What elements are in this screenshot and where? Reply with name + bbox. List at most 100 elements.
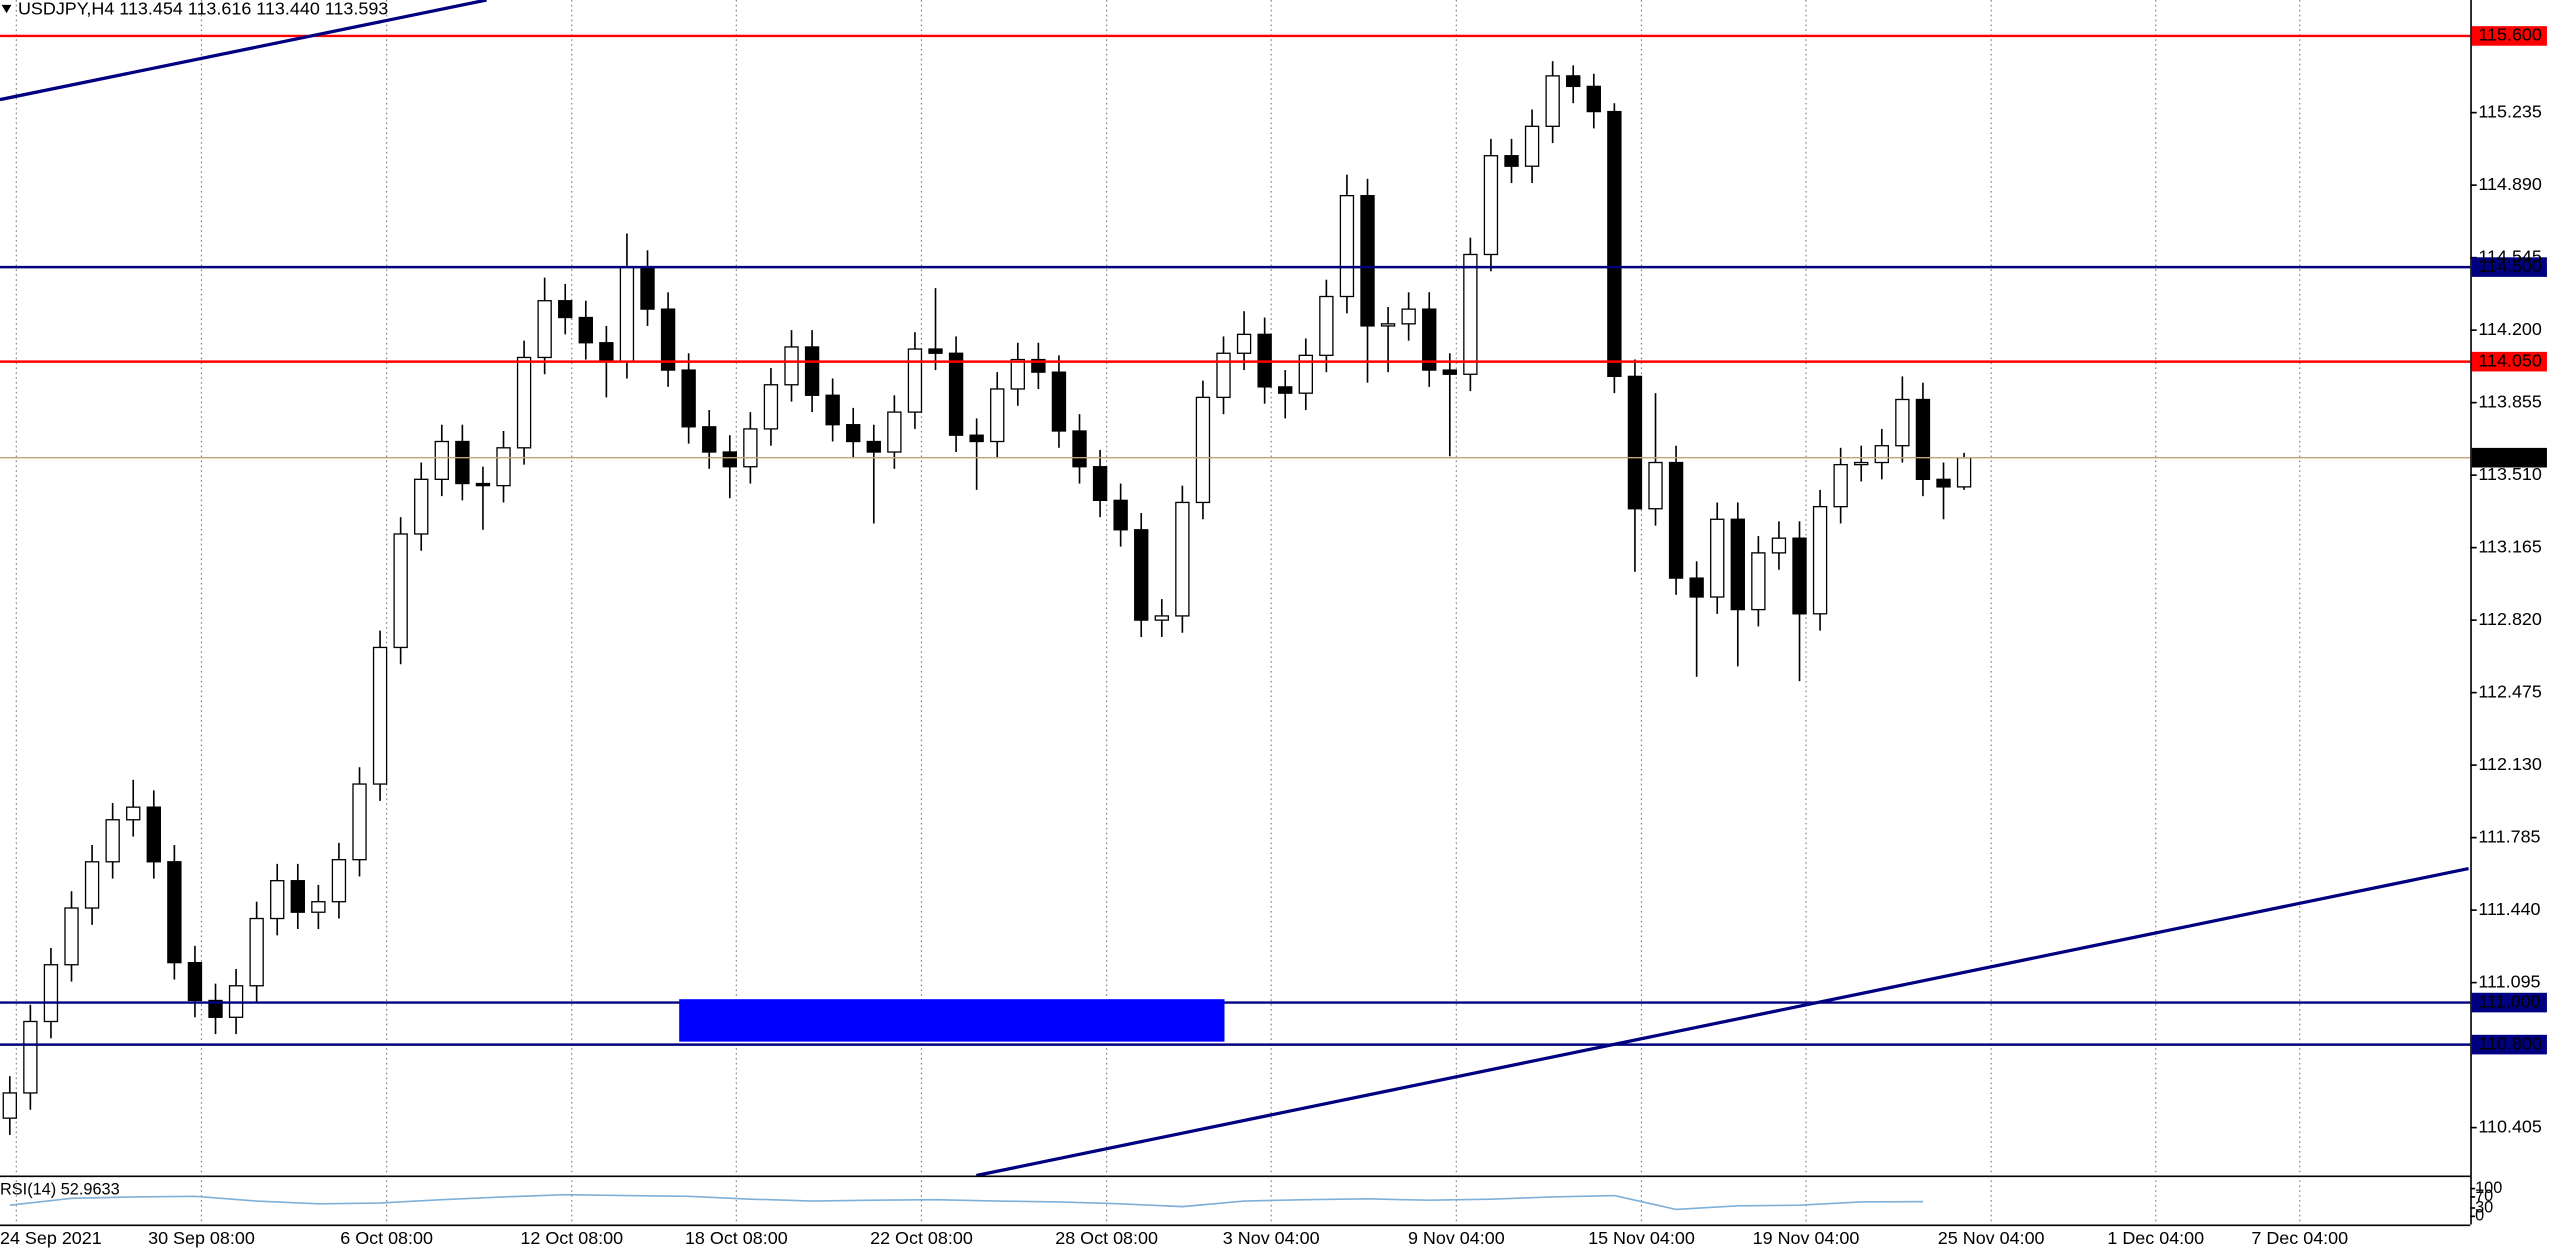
candle-body bbox=[1051, 371, 1067, 432]
candle-body bbox=[1175, 501, 1190, 617]
candle-body bbox=[270, 880, 285, 920]
rsi-tick-label: 30 bbox=[2475, 1198, 2493, 1216]
candle-body bbox=[2, 1092, 17, 1119]
price-level-label: 114.500 bbox=[2478, 256, 2542, 276]
grid bbox=[15, 0, 2477, 1225]
candle-body bbox=[660, 308, 676, 371]
y-tick-label: 114.545 bbox=[2478, 246, 2542, 266]
candle-body bbox=[311, 901, 326, 913]
y-tick-label: 111.095 bbox=[2478, 971, 2540, 991]
y-tick-label: 115.235 bbox=[2478, 101, 2542, 121]
candle-body bbox=[1915, 398, 1931, 480]
price-level-tag bbox=[2471, 26, 2547, 46]
candle-body bbox=[393, 533, 408, 649]
x-tick-label: 19 Nov 04:00 bbox=[1753, 1228, 1860, 1248]
price-level-label: 111.000 bbox=[2478, 991, 2540, 1011]
candle-body bbox=[1010, 358, 1025, 390]
price-level-label: 115.600 bbox=[2478, 25, 2542, 45]
y-tick-label: 113.510 bbox=[2478, 464, 2542, 484]
candle-body bbox=[1298, 354, 1313, 394]
x-tick-label: 6 Oct 08:00 bbox=[340, 1228, 433, 1248]
y-tick-label: 113.165 bbox=[2478, 536, 2542, 556]
objects bbox=[0, 0, 2472, 1227]
x-tick-label: 25 Nov 04:00 bbox=[1938, 1228, 2045, 1248]
y-tick-label: 112.820 bbox=[2478, 609, 2542, 629]
candle-body bbox=[907, 348, 923, 413]
x-tick-label: 7 Dec 04:00 bbox=[2251, 1228, 2348, 1248]
candle-body bbox=[1442, 369, 1457, 375]
x-tick-label: 18 Oct 08:00 bbox=[685, 1228, 788, 1248]
candle-body bbox=[331, 859, 347, 903]
candle-body bbox=[1566, 75, 1581, 88]
candle-body bbox=[537, 300, 552, 359]
candle-body bbox=[743, 428, 758, 468]
x-tick-label: 30 Sep 08:00 bbox=[148, 1228, 255, 1248]
candle-body bbox=[1710, 518, 1725, 598]
candle-body bbox=[455, 440, 470, 485]
y-tick-label: 110.405 bbox=[2478, 1116, 2542, 1136]
candle-body bbox=[1072, 430, 1087, 468]
trendline bbox=[975, 866, 2469, 1178]
candle-body bbox=[928, 348, 943, 354]
current-price-tag bbox=[2471, 447, 2547, 468]
y-tick-label: 114.890 bbox=[2478, 174, 2542, 194]
candle-body bbox=[1195, 396, 1211, 504]
candle-body bbox=[763, 384, 779, 430]
candle-body bbox=[1648, 461, 1663, 510]
y-tick-label: 111.785 bbox=[2478, 826, 2540, 846]
candle-body bbox=[681, 369, 696, 428]
candle-body bbox=[948, 352, 964, 436]
x-tick-label: 22 Oct 08:00 bbox=[870, 1228, 973, 1248]
x-tick-label: 1 Dec 04:00 bbox=[2107, 1228, 2204, 1248]
candle-body bbox=[969, 434, 984, 443]
candle-body bbox=[1936, 478, 1951, 488]
candle-body bbox=[1524, 125, 1540, 167]
candle-body bbox=[558, 300, 573, 319]
x-tick-label: 28 Oct 08:00 bbox=[1055, 1228, 1158, 1248]
candle-body bbox=[187, 961, 203, 1002]
candle-body bbox=[1895, 398, 1910, 447]
candle-body bbox=[866, 440, 881, 453]
price-level-tag bbox=[2471, 351, 2547, 372]
candle-body bbox=[352, 783, 367, 861]
price-level-tag bbox=[2471, 1034, 2547, 1055]
x-tick-label: 9 Nov 04:00 bbox=[1408, 1228, 1505, 1248]
current-price-label: 113.593 bbox=[2478, 446, 2542, 466]
candle-body bbox=[1319, 295, 1334, 357]
candle-body bbox=[1236, 333, 1252, 354]
candle-body bbox=[1278, 386, 1293, 394]
candle-body bbox=[84, 861, 100, 909]
candle-body bbox=[702, 426, 717, 453]
price-level-label: 110.800 bbox=[2478, 1033, 2542, 1053]
candle-body bbox=[1401, 308, 1416, 325]
candle-body bbox=[640, 266, 655, 310]
price-level-tag bbox=[2471, 257, 2547, 277]
candle-body bbox=[372, 646, 388, 785]
candle-body bbox=[1627, 375, 1643, 510]
menu-arrow bbox=[1, 4, 12, 14]
candle-body bbox=[167, 861, 182, 964]
candle-body bbox=[1668, 461, 1684, 579]
candle-body bbox=[887, 411, 902, 453]
candle-body bbox=[516, 356, 532, 449]
candle-body bbox=[126, 806, 141, 821]
candle-body bbox=[1360, 194, 1375, 327]
candle-body bbox=[1812, 505, 1828, 615]
candle-body bbox=[105, 819, 120, 863]
candle-body bbox=[434, 440, 449, 480]
rsi-tick-label: 0 bbox=[2475, 1207, 2484, 1225]
candle-body bbox=[578, 316, 593, 344]
candle-body bbox=[249, 917, 264, 987]
candle-body bbox=[1422, 308, 1437, 371]
candle-body bbox=[1792, 537, 1807, 615]
levels: 115.600 114.500 114.050 111.000 110.800 113.5… bbox=[0, 25, 2547, 1055]
candle-body bbox=[43, 964, 59, 1023]
x-tick-label: 12 Oct 08:00 bbox=[520, 1228, 623, 1248]
y-tick-label: 112.475 bbox=[2478, 681, 2542, 701]
candle-body bbox=[1483, 155, 1499, 256]
rsi-tick-label: 70 bbox=[2475, 1187, 2493, 1205]
